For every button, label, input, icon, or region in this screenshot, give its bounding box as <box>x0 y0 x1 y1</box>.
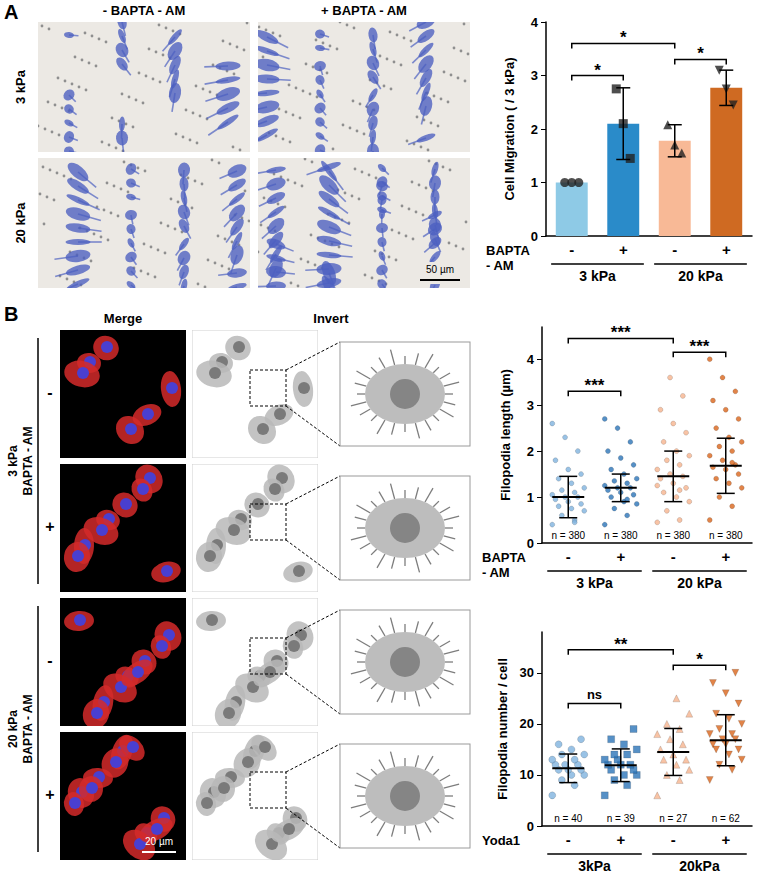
svg-text:Cell Migration ( / 3 kPa): Cell Migration ( / 3 kPa) <box>502 57 517 200</box>
svg-text:Yoda1: Yoda1 <box>482 833 520 848</box>
svg-text:n = 380: n = 380 <box>551 530 585 541</box>
svg-text:10: 10 <box>520 767 534 782</box>
svg-text:4: 4 <box>527 352 535 367</box>
svg-text:20kPa: 20kPa <box>679 858 720 874</box>
svg-text:- AM: - AM <box>486 258 514 273</box>
svg-text:1: 1 <box>531 175 538 190</box>
svg-text:- AM: - AM <box>482 565 510 580</box>
svg-text:n = 62: n = 62 <box>712 813 741 824</box>
svg-text:BAPTA: BAPTA <box>486 243 530 258</box>
svg-text:20 µm: 20 µm <box>145 836 173 847</box>
svg-text:***: *** <box>690 337 710 356</box>
svg-text:-: - <box>566 831 571 848</box>
svg-text:+: + <box>45 518 54 535</box>
svg-text:+: + <box>616 831 625 848</box>
svg-text:BAPTA - AM: BAPTA - AM <box>21 427 35 496</box>
svg-text:50 µm: 50 µm <box>426 264 454 275</box>
svg-text:+ BAPTA - AM: + BAPTA - AM <box>321 3 407 18</box>
svg-text:4: 4 <box>531 15 539 30</box>
svg-text:*: * <box>697 44 704 63</box>
svg-text:-: - <box>47 384 52 401</box>
svg-text:***: *** <box>611 323 631 342</box>
svg-text:20 kPa: 20 kPa <box>677 575 722 591</box>
svg-text:B: B <box>4 303 18 325</box>
svg-text:0: 0 <box>527 536 534 551</box>
svg-text:1: 1 <box>527 490 534 505</box>
svg-text:*: * <box>696 650 703 669</box>
svg-text:+: + <box>616 548 625 565</box>
svg-text:Filopodia number / cell: Filopodia number / cell <box>495 658 510 800</box>
svg-text:Filopodia length (µm): Filopodia length (µm) <box>498 369 513 501</box>
svg-text:3: 3 <box>531 68 538 83</box>
svg-text:n = 39: n = 39 <box>607 813 636 824</box>
svg-text:BAPTA - AM: BAPTA - AM <box>21 695 35 764</box>
svg-text:- BAPTA - AM: - BAPTA - AM <box>103 3 186 18</box>
svg-text:n = 380: n = 380 <box>709 530 743 541</box>
svg-text:2: 2 <box>531 122 538 137</box>
svg-text:-: - <box>47 652 52 669</box>
svg-text:+: + <box>619 241 628 258</box>
svg-text:*: * <box>594 61 601 80</box>
svg-text:BAPTA: BAPTA <box>482 550 526 565</box>
svg-text:-: - <box>569 241 574 258</box>
svg-text:A: A <box>4 1 18 23</box>
svg-text:+: + <box>721 831 730 848</box>
svg-text:20: 20 <box>520 716 534 731</box>
svg-text:+: + <box>45 786 54 803</box>
svg-text:ns: ns <box>587 687 602 702</box>
svg-text:-: - <box>671 548 676 565</box>
svg-text:n = 40: n = 40 <box>554 813 583 824</box>
svg-text:0: 0 <box>527 819 534 834</box>
svg-text:n = 27: n = 27 <box>659 813 688 824</box>
svg-text:n = 380: n = 380 <box>656 530 690 541</box>
svg-text:3kPa: 3kPa <box>578 858 611 874</box>
svg-text:Merge: Merge <box>104 311 142 326</box>
svg-text:-: - <box>672 241 677 258</box>
svg-text:***: *** <box>585 376 605 395</box>
svg-text:0: 0 <box>531 229 538 244</box>
svg-text:3 kPa: 3 kPa <box>6 445 20 477</box>
svg-text:30: 30 <box>520 665 534 680</box>
svg-text:2: 2 <box>527 444 534 459</box>
svg-text:3 kPa: 3 kPa <box>579 268 616 284</box>
svg-text:20 kPa: 20 kPa <box>6 710 20 748</box>
svg-text:20 kPa: 20 kPa <box>678 268 723 284</box>
svg-text:3 kPa: 3 kPa <box>576 575 613 591</box>
svg-text:3 kPa: 3 kPa <box>13 69 28 104</box>
svg-text:Invert: Invert <box>313 311 349 326</box>
svg-text:-: - <box>671 831 676 848</box>
svg-text:**: ** <box>614 635 628 654</box>
svg-text:*: * <box>620 28 627 47</box>
svg-text:20 kPa: 20 kPa <box>13 202 28 244</box>
svg-text:-: - <box>566 548 571 565</box>
svg-text:n = 380: n = 380 <box>604 530 638 541</box>
svg-text:+: + <box>721 548 730 565</box>
svg-text:3: 3 <box>527 398 534 413</box>
svg-text:+: + <box>722 241 731 258</box>
